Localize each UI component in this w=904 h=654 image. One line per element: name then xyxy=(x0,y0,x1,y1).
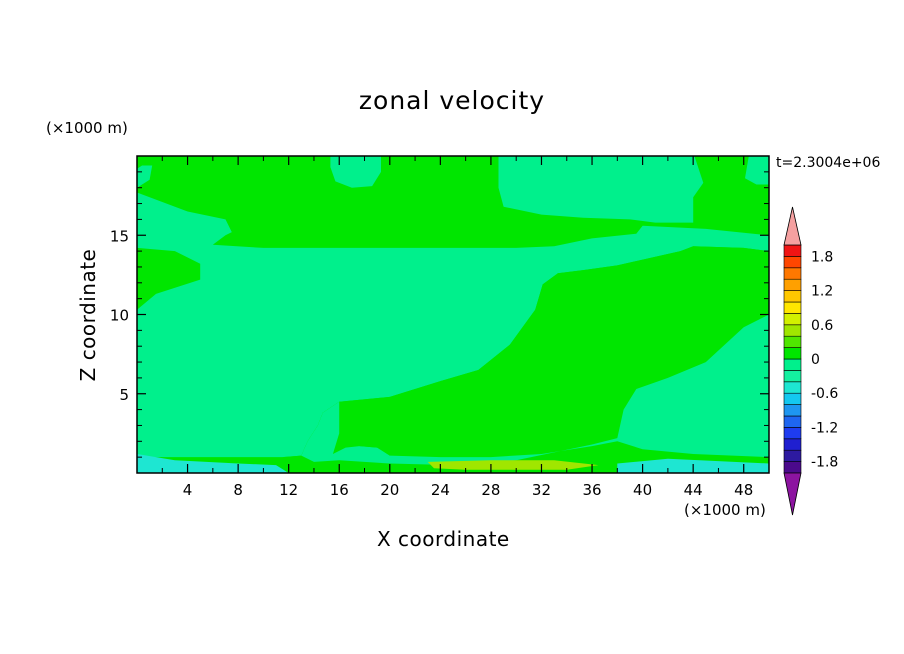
x-tick-label: 8 xyxy=(233,481,243,499)
colorbar-over-arrow xyxy=(783,206,802,246)
contour-region xyxy=(282,246,769,466)
x-tick-label: 24 xyxy=(431,481,450,499)
x-axis-label: X coordinate xyxy=(377,527,510,551)
x-tick-label: 32 xyxy=(532,481,551,499)
colorbar-swatch xyxy=(783,404,802,417)
y-axis-unit: (×1000 m) xyxy=(46,119,128,137)
contour-region xyxy=(137,165,153,188)
y-tick-label: 15 xyxy=(110,227,129,245)
colorbar-swatch xyxy=(783,267,802,280)
contour-region xyxy=(137,454,289,473)
colorbar-tick-label: 0.6 xyxy=(811,318,833,334)
x-tick-label: 16 xyxy=(330,481,349,499)
colorbar-swatch xyxy=(783,427,802,440)
colorbar-swatch xyxy=(783,449,802,462)
colorbar-swatch xyxy=(783,370,802,383)
x-tick-label: 36 xyxy=(582,481,601,499)
contour-region xyxy=(330,156,381,188)
contour-region xyxy=(301,314,769,466)
colorbar: 1.8 1.2 0.6 0 -0.6 -1.2 -1.8 xyxy=(783,206,838,516)
colorbar-swatch xyxy=(783,278,802,291)
contour-region xyxy=(498,156,704,223)
colorbar-tick-label: 0 xyxy=(811,352,820,368)
colorbar-under-arrow xyxy=(783,472,802,516)
x-tick-label: 48 xyxy=(734,481,753,499)
colorbar-tick-label: -1.8 xyxy=(811,455,838,471)
time-stamp: t=2.3004e+06 xyxy=(776,155,881,171)
x-tick-label: 12 xyxy=(279,481,298,499)
x-tick-label: 20 xyxy=(380,481,399,499)
contour-region xyxy=(745,156,769,185)
colorbar-swatch xyxy=(783,290,802,303)
x-tick-label: 28 xyxy=(481,481,500,499)
contour-region xyxy=(359,436,397,456)
colorbar-tick-label: 1.2 xyxy=(811,284,833,300)
colorbar-swatch xyxy=(783,438,802,451)
colorbar-swatch xyxy=(783,381,802,394)
colorbar-swatch xyxy=(783,335,802,348)
y-axis-label: Z coordinate xyxy=(76,248,100,382)
colorbar-swatch xyxy=(783,324,802,337)
colorbar-swatch xyxy=(783,244,802,257)
x-axis-unit: (×1000 m) xyxy=(684,501,766,519)
x-tick-label: 44 xyxy=(684,481,703,499)
contour-field xyxy=(137,156,769,473)
chart-title: zonal velocity xyxy=(358,86,546,115)
x-tick-label: 4 xyxy=(183,481,193,499)
colorbar-swatch xyxy=(783,347,802,360)
colorbar-swatch xyxy=(783,358,802,371)
colorbar-swatch xyxy=(783,415,802,428)
colorbar-swatch xyxy=(783,313,802,326)
y-tick-label: 5 xyxy=(119,386,129,404)
y-tick-label: 10 xyxy=(110,307,129,325)
colorbar-swatch xyxy=(783,301,802,314)
contour-region xyxy=(427,460,599,470)
colorbar-swatch xyxy=(783,392,802,405)
colorbar-swatch xyxy=(783,256,802,269)
x-tick-label: 40 xyxy=(633,481,652,499)
contour-region xyxy=(137,192,769,458)
colorbar-swatch xyxy=(783,461,802,474)
colorbar-tick-label: 1.8 xyxy=(811,249,833,265)
colorbar-tick-label: -0.6 xyxy=(811,386,838,402)
colorbar-tick-label: -1.2 xyxy=(811,420,838,436)
